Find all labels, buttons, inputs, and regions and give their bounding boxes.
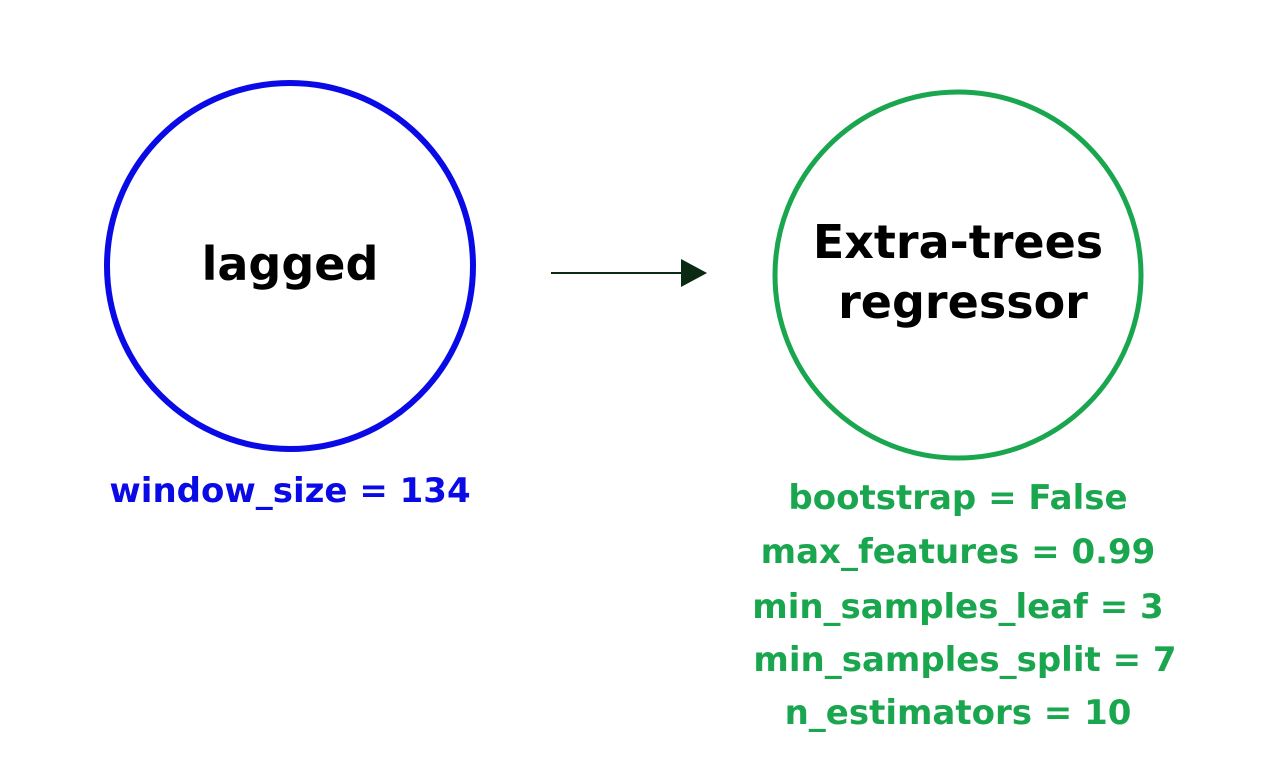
- node-extra-trees-regressor: Extra-trees regressor: [772, 89, 1144, 461]
- extra-trees-node-circle: [772, 89, 1144, 461]
- param-n-estimators: n_estimators = 10: [785, 693, 1132, 733]
- lagged-node-title: lagged: [202, 237, 379, 291]
- lagged-node-circle: [104, 80, 476, 452]
- param-max-features: max_features = 0.99: [761, 532, 1156, 572]
- lagged-param-window-size: window_size = 134: [109, 471, 470, 511]
- param-min-samples-leaf: min_samples_leaf = 3: [752, 587, 1163, 627]
- pipeline-edge-arrow: [551, 259, 707, 287]
- arrow-head: [681, 259, 707, 287]
- extra-trees-node-title-line-1: Extra-trees: [813, 215, 1103, 269]
- extra-trees-node-title-line-2: regressor: [838, 275, 1088, 329]
- param-bootstrap: bootstrap = False: [788, 478, 1127, 518]
- extra-trees-params: bootstrap = False max_features = 0.99 mi…: [752, 478, 1176, 733]
- param-min-samples-split: min_samples_split = 7: [753, 640, 1176, 680]
- node-lagged: lagged: [104, 80, 476, 452]
